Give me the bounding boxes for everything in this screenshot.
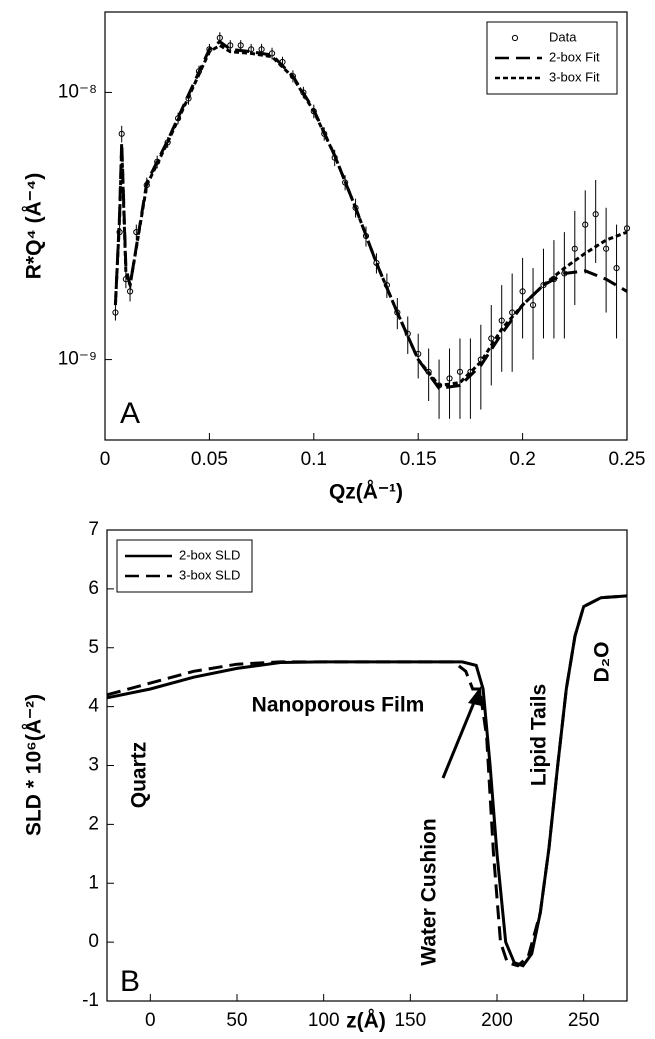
legend-label: 3-box SLD — [179, 567, 240, 582]
legend-label: Data — [549, 29, 577, 44]
x-tick-label: 0.15 — [400, 449, 437, 470]
data-point — [456, 368, 464, 375]
data-point — [613, 264, 620, 272]
legend-box — [116, 539, 253, 593]
data-point — [592, 211, 599, 218]
y-tick-label: 6 — [88, 578, 99, 599]
x-tick-label: 250 — [568, 1010, 600, 1031]
fit-line — [113, 43, 628, 388]
legend-label: 3-box Fit — [549, 69, 600, 84]
x-tick-label: 0.05 — [191, 449, 228, 470]
arrow-head — [468, 686, 482, 706]
x-tick-label: 0 — [145, 1010, 156, 1031]
x-tick-label: 0.25 — [609, 449, 646, 470]
data-point — [488, 335, 495, 342]
legend-box — [486, 21, 618, 95]
x-tick-label: 150 — [394, 1010, 426, 1031]
data-point — [519, 288, 526, 295]
x-axis-label: z(Å) — [346, 1009, 386, 1033]
legend-label: 2-box SLD — [179, 547, 240, 562]
y-tick-label: 7 — [88, 519, 99, 540]
y-tick-label: 10⁻⁹ — [58, 349, 97, 370]
x-axis-label: Qz(Å⁻¹) — [329, 480, 403, 504]
y-tick-label: 1 — [88, 872, 99, 893]
annotation: Nanoporous Film — [252, 694, 425, 717]
data-point — [118, 130, 125, 137]
annotation: Water Cushion — [418, 818, 441, 965]
x-tick-label: 0 — [100, 449, 111, 470]
annotation: Lipid Tails — [528, 684, 551, 786]
data-point — [603, 245, 610, 252]
panel-label: B — [120, 965, 140, 998]
y-tick-label: 3 — [88, 755, 99, 776]
data-point — [582, 221, 589, 228]
data-point — [227, 42, 234, 49]
x-tick-label: 50 — [226, 1010, 247, 1031]
x-tick-label: 0.1 — [301, 449, 327, 470]
y-tick-label: 0 — [88, 931, 99, 952]
y-tick-label: -1 — [82, 990, 99, 1011]
data-point — [571, 245, 578, 252]
annotation: D₂O — [591, 642, 614, 683]
y-tick-label: 5 — [88, 637, 99, 658]
x-tick-label: 100 — [308, 1010, 340, 1031]
y-tick-label: 4 — [88, 696, 99, 717]
legend-label: 2-box Fit — [549, 49, 600, 64]
panel-label: A — [120, 397, 140, 430]
y-axis-label: SLD * 10⁶(Å⁻²) — [22, 694, 46, 836]
data-point — [623, 225, 631, 232]
data-point — [112, 309, 119, 316]
y-tick-label: 2 — [88, 813, 99, 834]
fit-line — [106, 594, 628, 968]
data-point — [498, 317, 505, 324]
data-point — [529, 301, 537, 309]
x-tick-label: 200 — [481, 1010, 513, 1031]
y-tick-label: 10⁻⁸ — [58, 81, 97, 102]
x-tick-label: 0.2 — [509, 449, 535, 470]
legend-marker — [511, 34, 519, 42]
data-point — [237, 42, 244, 49]
y-axis-label: R*Q⁴ (Å⁻⁴) — [22, 173, 46, 280]
annotation: Quartz — [128, 742, 151, 809]
data-point — [446, 375, 453, 382]
arrow — [441, 699, 477, 779]
